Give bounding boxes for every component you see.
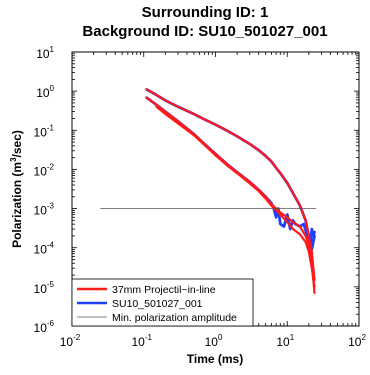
x-tick-label: 101	[276, 333, 294, 349]
y-tick-label: 10-1	[34, 123, 55, 139]
chart-title-line-1: Surrounding ID: 1	[142, 4, 269, 21]
chart-title-line-2: Background ID: SU10_501027_001	[82, 23, 327, 40]
x-tick-label: 10-2	[60, 333, 81, 349]
y-tick-label: 10-4	[34, 241, 55, 257]
y-axis-label-exponent: 3	[9, 157, 18, 162]
x-tick-label: 100	[205, 333, 223, 349]
legend-label: 37mm Projectil~in-line	[112, 284, 216, 296]
y-axis-label-unit: /sec)	[10, 130, 24, 157]
legend-label: SU10_501027_001	[112, 298, 203, 310]
series-lines	[100, 88, 317, 294]
series-line-37mm-projectil-in-line	[145, 88, 316, 282]
y-tick-label: 10-5	[34, 280, 55, 296]
series-line-37mm-projectil-in-line	[155, 105, 316, 288]
series-line-37mm-projectil-in-line	[145, 96, 316, 294]
legend-label: Min. polarization amplitude	[112, 312, 237, 324]
y-tick-label: 10-3	[34, 202, 55, 218]
y-tick-label: 10-6	[34, 319, 55, 335]
y-tick-label: 10-2	[34, 162, 55, 178]
y-axis-label-main: Polarization (m	[10, 162, 24, 248]
y-tick-label: 101	[36, 45, 54, 61]
x-tick-label: 10-1	[132, 333, 153, 349]
x-tick-label: 102	[348, 333, 366, 349]
y-axis-label: Polarization (m3/sec)	[9, 130, 24, 248]
y-tick-labels: 101 100 10-1 10-2 10-3 10-4 10-5 10-6	[34, 45, 55, 335]
x-tick-labels: 10-2 10-1 100 101 102	[60, 333, 367, 349]
y-tick-label: 100	[36, 84, 54, 100]
legend: 37mm Projectil~in-line SU10_501027_001 Min…	[71, 278, 254, 327]
x-axis-label: Time (ms)	[187, 352, 243, 366]
